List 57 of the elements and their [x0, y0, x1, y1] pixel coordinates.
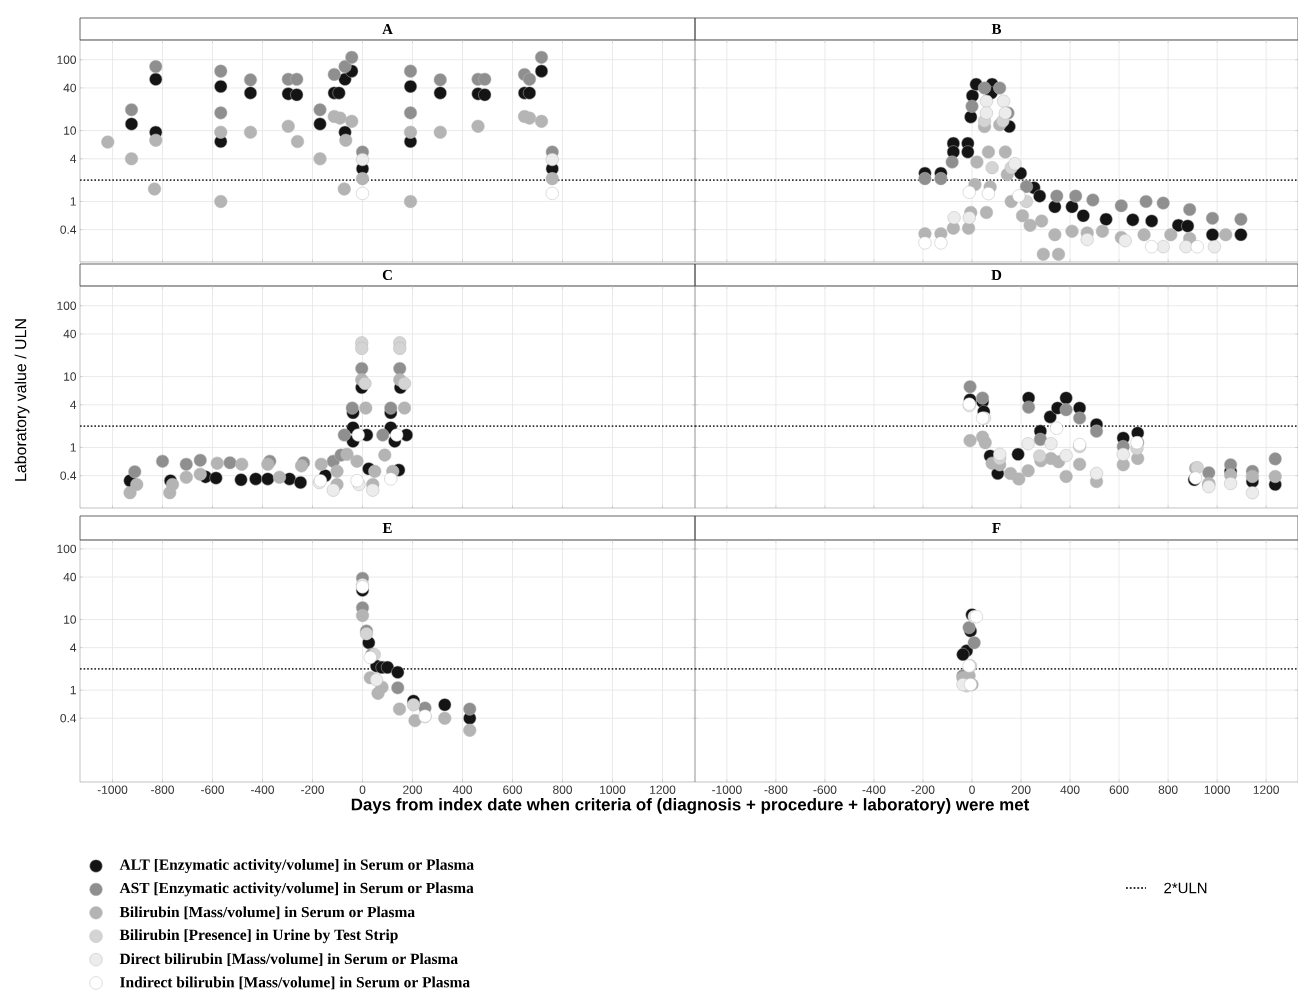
y-tick-label: 4	[70, 400, 77, 409]
x-tick-label: 1000	[1204, 785, 1230, 794]
x-tick-label: -800	[764, 785, 788, 794]
x-tick-label: -800	[151, 785, 175, 794]
x-tick-label: 200	[1011, 785, 1031, 794]
y-tick-label: 1	[70, 197, 76, 206]
x-tick-label: -400	[251, 785, 275, 794]
y-tick-label: 10	[64, 372, 77, 381]
y-tick-label: 100	[57, 544, 77, 554]
legend-label: Bilirubin [Presence] in Urine by Test Strip	[119, 929, 398, 944]
x-tick-label: 200	[403, 785, 423, 794]
chart-title: C	[382, 269, 392, 280]
legend-label: Indirect bilirubin [Mass/volume] in Serum or Plasma	[120, 976, 470, 990]
x-tick-label: -200	[301, 785, 325, 794]
x-tick-label: -600	[813, 785, 837, 794]
y-tick-label: 40	[63, 329, 77, 339]
x-axis-title: Days from index date when criteria of (diagnosis + procedure + laboratory) were met	[351, 798, 1030, 814]
x-tick-label: 800	[1158, 785, 1178, 794]
chart-title: A	[382, 24, 393, 34]
legend-label: 2*ULN	[1164, 882, 1207, 894]
x-tick-label: 800	[553, 785, 573, 794]
x-tick-label: 0	[969, 785, 975, 794]
x-tick-label: 600	[1109, 785, 1129, 794]
x-tick-label: 1200	[650, 785, 676, 794]
x-tick-label: 400	[452, 785, 473, 794]
legend-label: ALT [Enzymatic activity/volume] in Serum or Plasma	[119, 858, 474, 873]
x-tick-label: 0	[359, 785, 366, 794]
x-tick-label: 600	[503, 785, 523, 794]
chart-title: D	[991, 270, 1002, 280]
x-tick-label: -400	[862, 785, 886, 794]
y-tick-label: 4	[70, 154, 77, 163]
x-tick-label: -1000	[712, 785, 742, 794]
legend-label: Bilirubin [Mass/volume] in Serum or Plasma	[119, 906, 415, 920]
x-tick-label: -200	[911, 785, 935, 794]
x-tick-label: -600	[201, 785, 225, 794]
y-tick-label: 100	[57, 301, 77, 310]
chart-title: B	[991, 24, 1002, 34]
x-tick-label: 400	[1060, 785, 1080, 794]
y-tick-label: 40	[63, 83, 77, 93]
legend-label: AST [Enzymatic activity/volume] in Serum or Plasma	[119, 882, 474, 897]
legend-label: Direct bilirubin [Mass/volume] in Serum or Plasma	[119, 953, 458, 966]
chart-title: E	[382, 523, 392, 533]
y-tick-label: 40	[63, 572, 77, 582]
chart-title: F	[992, 523, 1001, 533]
y-tick-label: 4	[70, 643, 77, 652]
x-tick-label: -1000	[97, 785, 128, 794]
x-tick-label: 1000	[600, 785, 626, 794]
y-tick-label: 1	[70, 443, 76, 452]
y-tick-label: 10	[64, 126, 77, 135]
y-axis-title: Laboratory value / ULN	[14, 319, 30, 481]
y-tick-label: 0.4	[60, 225, 77, 234]
y-tick-label: 100	[57, 55, 77, 64]
y-tick-label: 10	[64, 615, 77, 624]
y-tick-label: 0.4	[60, 471, 77, 480]
x-tick-label: 1200	[1253, 785, 1279, 794]
y-tick-label: 0.4	[60, 714, 77, 723]
y-tick-label: 1	[70, 686, 76, 695]
